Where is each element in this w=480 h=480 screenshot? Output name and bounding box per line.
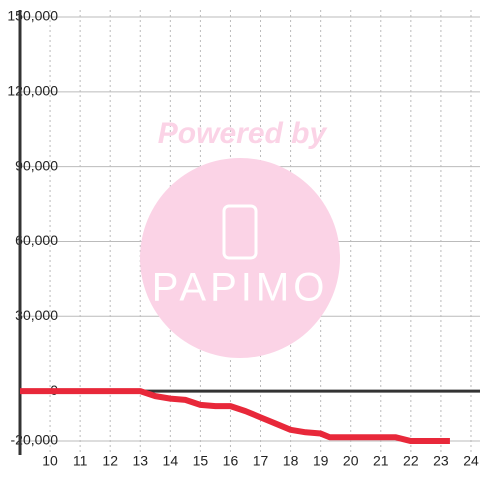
x-tick-label: 18 (283, 453, 299, 469)
y-tick-label: 120,000 (7, 83, 58, 99)
x-tick-label: 11 (73, 453, 88, 469)
y-tick-label: 150,000 (7, 8, 58, 24)
x-tick-label: 19 (313, 453, 329, 469)
x-tick-label: 21 (373, 453, 389, 469)
y-tick-label: -20,000 (11, 432, 59, 448)
x-tick-label: 23 (433, 453, 449, 469)
y-tick-label: 60,000 (15, 232, 58, 248)
x-tick-label: 20 (343, 453, 359, 469)
y-tick-label: 90,000 (15, 157, 58, 173)
x-tick-label: 14 (163, 453, 179, 469)
x-tick-label: 16 (223, 453, 239, 469)
watermark-heading: Powered by (158, 117, 328, 150)
x-tick-label: 22 (403, 453, 419, 469)
line-series (20, 388, 450, 445)
watermark: Powered by PAPIMO (140, 117, 340, 358)
watermark-brand: PAPIMO (152, 266, 329, 310)
x-tick-label: 15 (193, 453, 209, 469)
x-tick-label: 10 (42, 453, 58, 469)
x-tick-label: 24 (463, 453, 479, 469)
y-tick-label: 30,000 (15, 307, 58, 323)
x-tick-label: 17 (253, 453, 269, 469)
x-tick-label: 13 (132, 453, 148, 469)
watermark-phone (222, 204, 258, 260)
x-tick-label: 12 (102, 453, 118, 469)
